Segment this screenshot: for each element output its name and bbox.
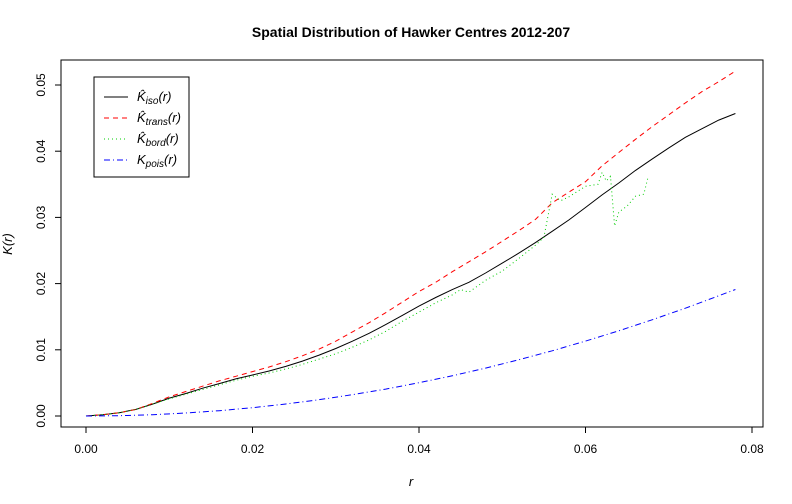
x-tick-label: 0.02 bbox=[241, 442, 265, 456]
y-tick-label: 0.01 bbox=[34, 338, 48, 362]
series-line-bord bbox=[85, 171, 649, 417]
chart-title: Spatial Distribution of Hawker Centres 2… bbox=[252, 24, 570, 40]
x-axis: 0.00 0.02 0.04 0.06 0.08 bbox=[74, 426, 764, 456]
series-layer bbox=[85, 70, 736, 417]
series-line-iso bbox=[85, 113, 736, 417]
y-axis: 0.00 0.01 0.02 0.03 0.04 0.05 bbox=[34, 73, 62, 428]
series-line-pois bbox=[85, 289, 736, 417]
legend-label-pois: Kpois(r) bbox=[137, 152, 177, 170]
y-tick-label: 0.02 bbox=[34, 272, 48, 296]
legend-label-bord: K̂bord(r) bbox=[137, 131, 179, 149]
y-axis-title: K(r) bbox=[0, 233, 15, 255]
legend: K̂iso(r) K̂trans(r) K̂bord(r) Kpois(r) bbox=[93, 76, 190, 178]
y-tick-label: 0.05 bbox=[34, 73, 48, 97]
y-tick-label: 0.04 bbox=[34, 139, 48, 163]
y-tick-label: 0.03 bbox=[34, 205, 48, 229]
x-tick-label: 0.08 bbox=[740, 442, 764, 456]
x-tick-label: 0.06 bbox=[574, 442, 598, 456]
legend-label-iso: K̂iso(r) bbox=[137, 89, 171, 107]
y-tick-label: 0.00 bbox=[34, 404, 48, 428]
x-tick-label: 0.00 bbox=[74, 442, 98, 456]
x-tick-label: 0.04 bbox=[407, 442, 431, 456]
x-axis-title: r bbox=[409, 474, 414, 489]
series-line-trans bbox=[85, 70, 736, 417]
legend-label-trans: K̂trans(r) bbox=[137, 110, 181, 128]
